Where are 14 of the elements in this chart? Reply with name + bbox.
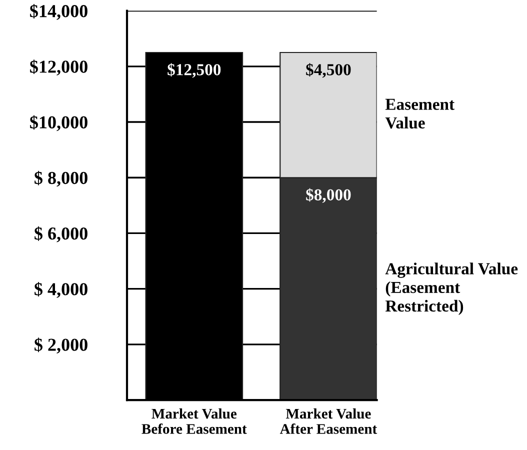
y-tick-label: $ 6,000 [34, 226, 88, 242]
series-label: Easement Value [385, 98, 454, 129]
x-tick-label: Market Value After Easement [280, 408, 378, 434]
series-label: Agricultural Value (Easement Restricted) [385, 262, 518, 316]
data-label: $8,000 [306, 188, 351, 203]
y-tick-label: $ 2,000 [34, 338, 88, 354]
y-tick-label: $12,000 [30, 60, 88, 76]
y-tick-label: $ 4,000 [34, 282, 88, 298]
data-label: $12,500 [168, 63, 221, 78]
y-tick-label: $ 8,000 [34, 170, 88, 187]
y-tick-label: $14,000 [30, 4, 88, 20]
x-tick-label: Market Value Before Easement [142, 408, 247, 434]
y-tick-label: $10,000 [30, 115, 88, 132]
data-label: $4,500 [306, 63, 351, 78]
